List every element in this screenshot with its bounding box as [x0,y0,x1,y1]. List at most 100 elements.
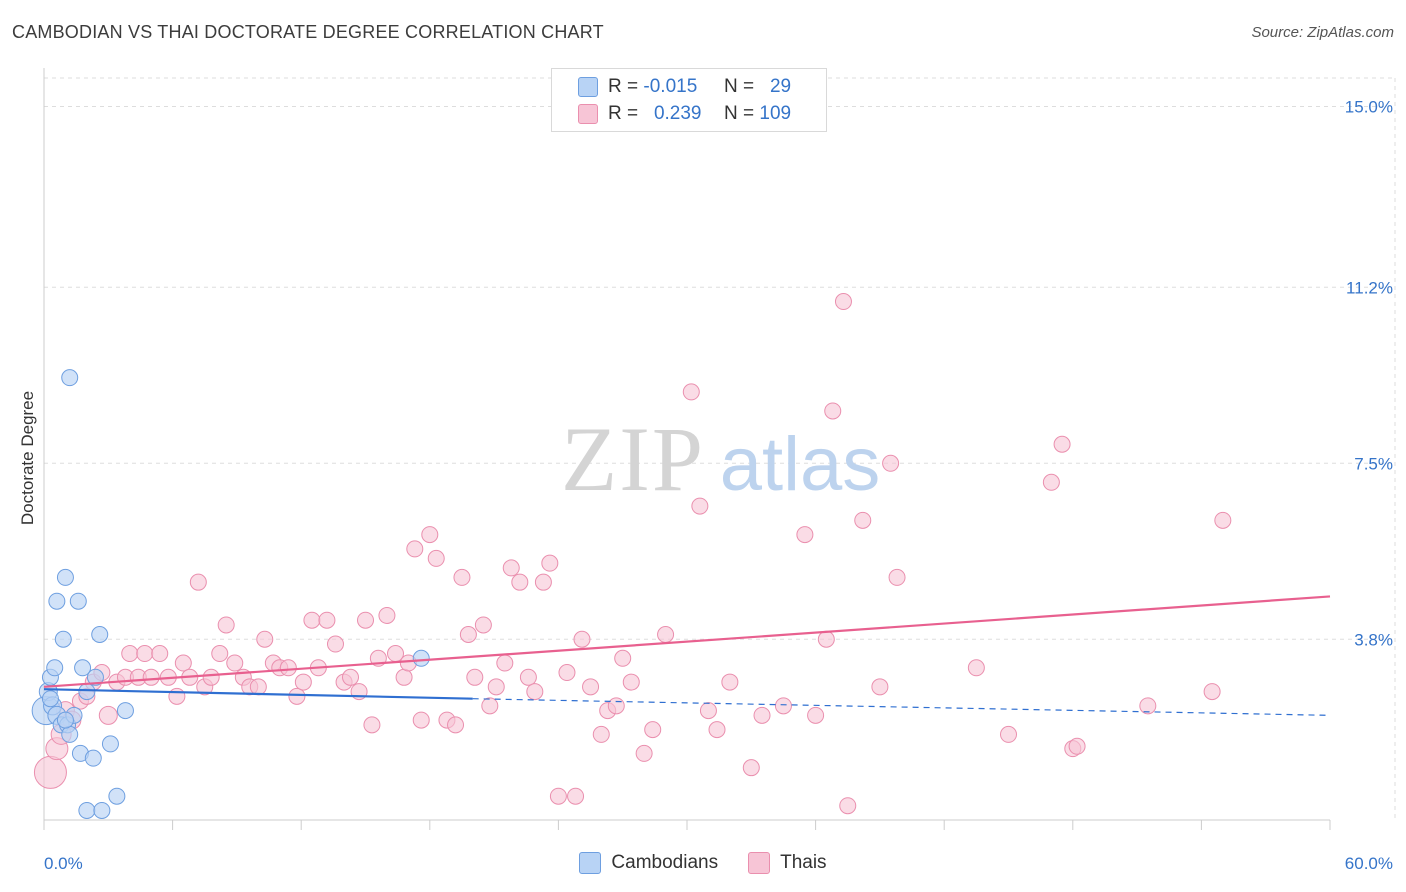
legend-r-thais: R = 0.239 [608,103,724,125]
cambodian-point [108,787,126,805]
legend-swatch-cambodians [578,77,598,97]
source-label: Source: ZipAtlas.com [1251,24,1394,41]
thai-point [357,611,374,629]
thai-point [635,744,653,762]
thai-point [1203,683,1221,701]
thai-point [817,630,835,648]
thai-point [888,568,906,586]
correlation-legend: R = -0.015 N = 29 R = 0.239 N = 109 [551,68,827,132]
thai-point [1139,697,1157,715]
cambodian-point [78,801,96,819]
thai-point [699,702,717,720]
cambodian-point [78,683,96,701]
cambodian-point [48,592,66,610]
thai-point [1214,511,1232,529]
y-tick-label: 11.2% [1346,278,1393,297]
legend-r-cambodians: R = -0.015 [608,76,724,98]
thai-point [326,635,344,653]
thai-point [839,797,857,815]
thai-point [33,755,67,789]
thai-point [622,673,640,691]
thai-point [421,526,439,544]
thai-point [871,678,889,696]
series-legend-cambodians: Cambodians [579,852,718,874]
thai-point [742,759,760,777]
thai-point [854,511,872,529]
thai-point [691,497,709,515]
thai-point [136,645,154,663]
cambodian-point [93,801,111,819]
thai-point [753,706,771,724]
thai-point [211,645,229,663]
watermark: ZIP atlas [561,408,880,510]
thai-point [189,573,207,591]
thai-point [644,721,662,739]
thai-point [378,606,396,624]
thai-point [395,668,413,686]
thai-point [614,649,632,667]
thai-point [249,678,267,696]
thai-point [288,687,306,705]
thai-point [824,402,842,420]
legend-r-label: R = [608,103,639,124]
cambodian-point [56,711,74,729]
thai-point [708,721,726,739]
thai-point [1053,435,1071,453]
chart-title: CAMBODIAN VS THAI DOCTORATE DEGREE CORRE… [12,22,604,42]
thai-point [279,659,297,677]
thai-point [447,716,465,734]
series-label-thais: Thais [780,852,827,873]
y-tick-label: 15.0% [1345,98,1393,117]
x-tick-label-min: 0.0% [44,854,83,873]
thai-point [474,616,492,634]
thai-point [98,705,118,725]
thai-point [834,293,852,311]
thai-points [33,293,1232,815]
thai-point [519,668,537,686]
thai-point [168,687,186,705]
thai-point [412,711,430,729]
thai-point [303,611,321,629]
cambodian-point [84,749,102,767]
cambodian-point [61,725,79,743]
thai-point [142,668,160,686]
y-tick-label: 3.8% [1354,630,1393,649]
thai-point [363,716,381,734]
cambodian-point [101,735,119,753]
cambodian-point [56,568,74,586]
thai-point [573,630,591,648]
legend-n-thais: N = 109 [724,103,791,125]
watermark-zip: ZIP [561,408,705,510]
thai-point [796,526,814,544]
legend-swatch-thais [578,104,598,124]
legend-r-value: 0.239 [653,103,702,124]
tick-labels: 3.8% 7.5% 11.2% 15.0% 0.0% 60.0% [44,98,1393,873]
thai-point [294,673,312,691]
thai-point [549,787,567,805]
legend-n-label: N = [724,76,755,97]
thai-point [318,611,336,629]
thai-point [567,787,585,805]
thai-point [502,559,520,577]
thai-point [427,549,445,567]
thai-point [256,630,274,648]
thai-point [558,664,576,682]
legend-r-label: R = [608,76,639,97]
thai-point [496,654,514,672]
cambodian-point [74,659,92,677]
thai-point [511,573,529,591]
thai-point [341,668,359,686]
legend-n-cambodians: N = 29 [724,76,791,98]
legend-row-cambodians: R = -0.015 N = 29 [578,75,791,99]
cambodian-points [31,369,430,819]
thai-point [582,678,600,696]
cambodian-point [61,369,79,387]
thai-point [459,626,477,643]
thai-point [406,540,424,558]
thai-point [1068,737,1086,755]
legend-n-value: 29 [769,76,792,97]
cambodian-point [86,668,104,686]
thai-point [882,454,900,472]
thai-point [1000,725,1017,743]
